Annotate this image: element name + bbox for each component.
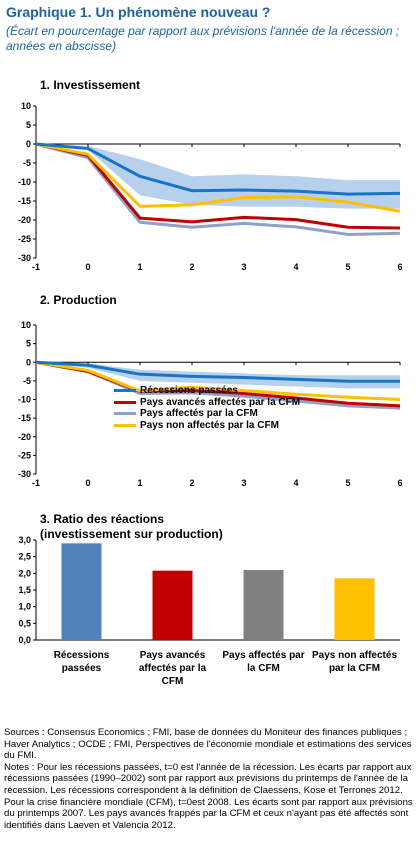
bar bbox=[152, 570, 193, 640]
x-tick-label: 4 bbox=[293, 262, 298, 272]
panel-title-ratio: 3. Ratio des réactions bbox=[40, 512, 165, 526]
y-tick-label: -30 bbox=[18, 253, 31, 263]
x-tick-label: 5 bbox=[345, 478, 350, 488]
y-tick-label: 0 bbox=[26, 357, 31, 367]
y-tick-label: -15 bbox=[18, 413, 31, 423]
bar bbox=[334, 578, 375, 640]
bar bbox=[243, 570, 284, 640]
x-tick-label: 6 bbox=[397, 478, 402, 488]
series-line bbox=[35, 142, 401, 213]
x-tick-label: 3 bbox=[241, 478, 246, 488]
x-category-label: Pays affectés par la CFM bbox=[222, 650, 304, 674]
y-tick-label: -20 bbox=[18, 215, 31, 225]
legend-label: Récessions passées bbox=[140, 385, 238, 397]
y-tick-label: 10 bbox=[21, 101, 31, 111]
series-line bbox=[35, 142, 401, 236]
confidence-band bbox=[36, 362, 400, 389]
y-tick-label: -10 bbox=[18, 177, 31, 187]
y-tick-label: 0 bbox=[26, 139, 31, 149]
legend-label: Pays avancés affectés par la CFM bbox=[140, 396, 301, 408]
x-tick-label: 3 bbox=[241, 262, 246, 272]
notes: Sources : Consensus Economics ; FMI, bas… bbox=[4, 727, 416, 831]
y-tick-label: -20 bbox=[18, 432, 31, 442]
series-line bbox=[35, 142, 401, 230]
x-tick-label: 4 bbox=[293, 478, 298, 488]
y-tick-label: 5 bbox=[26, 339, 31, 349]
legend-item: Récessions passées bbox=[114, 385, 300, 397]
y-tick-label: -25 bbox=[18, 234, 31, 244]
x-tick-label: 1 bbox=[137, 262, 142, 272]
legend-item: Pays affectés par la CFM bbox=[114, 408, 300, 420]
y-tick-label: 2,5 bbox=[18, 552, 31, 562]
y-tick-label: -5 bbox=[23, 158, 31, 168]
legend-swatch bbox=[114, 423, 136, 427]
x-tick-label: -1 bbox=[32, 262, 40, 272]
series-line bbox=[35, 360, 401, 401]
y-tick-label: -15 bbox=[18, 196, 31, 206]
legend-swatch bbox=[114, 389, 136, 393]
x-tick-label: 0 bbox=[85, 478, 90, 488]
x-tick-label: 5 bbox=[345, 262, 350, 272]
y-tick-label: 3,0 bbox=[18, 535, 31, 545]
panel-title-production: 2. Production bbox=[40, 293, 117, 307]
chart-subtitle: (Écart en pourcentage par rapport aux pr… bbox=[6, 24, 400, 53]
legend-label: Pays affectés par la CFM bbox=[140, 408, 258, 420]
y-tick-label: 5 bbox=[26, 120, 31, 130]
ratio-bar-chart: 3,0 2,5 2,0 1,5 1,0 0,5 0,0 Récessions passées Pa… bbox=[18, 535, 400, 687]
x-category-label: Récessions passées bbox=[54, 650, 110, 674]
panel-subtitle-ratio: (investissement sur production) bbox=[40, 527, 223, 541]
y-tick-label: 0,0 bbox=[18, 635, 31, 645]
y-tick-label: 10 bbox=[21, 320, 31, 330]
y-tick-label: 1,0 bbox=[18, 602, 31, 612]
x-tick-label: 1 bbox=[137, 478, 142, 488]
panel-title-investissement: 1. Investissement bbox=[40, 78, 141, 92]
series-line bbox=[35, 142, 401, 196]
x-category-label: Pays avancés affectés par la CFM bbox=[139, 650, 207, 687]
y-tick-label: -30 bbox=[18, 469, 31, 479]
notes-text: Notes : Pour les récessions passées, t=0… bbox=[4, 761, 413, 831]
x-tick-label: -1 bbox=[32, 478, 40, 488]
series-line bbox=[35, 360, 400, 383]
y-tick-label: -10 bbox=[18, 395, 31, 405]
legend-swatch bbox=[114, 412, 136, 416]
x-tick-label: 2 bbox=[189, 478, 194, 488]
confidence-band bbox=[36, 144, 400, 209]
x-tick-label: 6 bbox=[397, 262, 402, 272]
bar bbox=[61, 543, 102, 640]
legend-swatch bbox=[114, 400, 136, 404]
legend-label: Pays non affectés par la CFM bbox=[140, 419, 279, 431]
x-category-label: Pays non affectés par la CFM bbox=[312, 650, 397, 674]
y-tick-label: 0,5 bbox=[18, 618, 31, 628]
x-tick-label: 2 bbox=[189, 262, 194, 272]
legend-item: Pays non affectés par la CFM bbox=[114, 420, 300, 432]
y-tick-label: 1,5 bbox=[18, 585, 31, 595]
x-tick-label: 0 bbox=[85, 262, 90, 272]
y-tick-label: -25 bbox=[18, 450, 31, 460]
sources-text: Sources : Consensus Economics ; FMI, bas… bbox=[4, 727, 412, 762]
legend-item: Pays avancés affectés par la CFM bbox=[114, 397, 300, 409]
y-tick-label: -5 bbox=[23, 376, 31, 386]
chart-title: Graphique 1. Un phénomène nouveau ? bbox=[6, 4, 271, 20]
legend: Récessions passées Pays avancés affectés… bbox=[114, 385, 300, 431]
y-tick-label: 2,0 bbox=[18, 568, 31, 578]
